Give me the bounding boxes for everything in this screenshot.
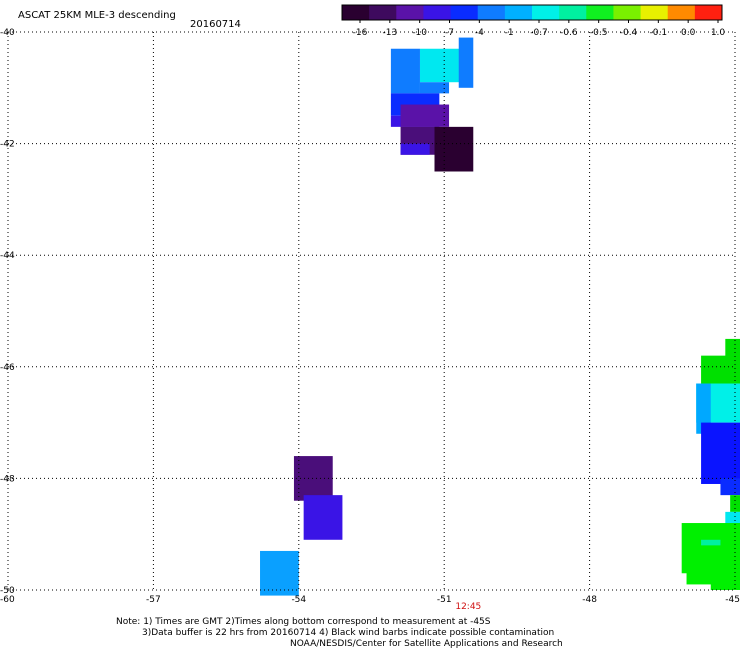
data-cell-15 (701, 422, 740, 484)
colorbar-label-9: -0.4 (620, 28, 638, 38)
colorbar-segment-10 (613, 5, 642, 20)
data-cell-1 (458, 37, 474, 88)
x-tick-label-5: -45 (725, 595, 740, 605)
colorbar-label-11: 0.0 (681, 28, 696, 38)
data-cell-2 (390, 48, 420, 94)
colorbar-segment-1 (369, 5, 397, 20)
colorbar-segment-7 (532, 5, 560, 20)
colorbar-segment-4 (450, 5, 479, 20)
y-tick-label-5: -50 (0, 586, 15, 596)
colorbar-label-8: -0.5 (590, 28, 608, 38)
footer-credit: NOAA/NESDIS/Center for Satellite Applica… (290, 639, 563, 649)
colorbar-segment-6 (504, 5, 533, 20)
x-tick-label-2: -54 (291, 595, 306, 605)
data-cell-21 (701, 539, 721, 546)
data-cell-23 (710, 578, 740, 590)
data-cell-8 (400, 143, 430, 155)
data-cell-24 (293, 456, 333, 501)
x-tick-label-1: -57 (146, 595, 161, 605)
colorbar-label-12: 1.0 (711, 28, 726, 38)
colorbar-segment-0 (342, 5, 370, 20)
colorbar-segment-5 (477, 5, 506, 20)
colorbar-segment-9 (586, 5, 614, 20)
data-cell-26 (260, 550, 299, 596)
y-tick-label-2: -44 (0, 251, 15, 261)
y-tick-label-0: -40 (0, 28, 15, 38)
data-cell-25 (303, 495, 343, 540)
chart-date: 20160714 (190, 19, 241, 30)
data-cell-20 (681, 523, 740, 574)
data-cell-6 (400, 104, 450, 127)
footer-note-line-1: Note: 1) Times are GMT 2)Times along bot… (116, 617, 491, 627)
colorbar-label-1: -13 (382, 28, 397, 38)
colorbar-label-2: -10 (412, 28, 427, 38)
x-tick-label-4: -48 (582, 595, 597, 605)
colorbar-segment-8 (559, 5, 587, 20)
colorbar-label-7: -0.6 (560, 28, 578, 38)
colorbar-segment-12 (667, 5, 696, 20)
colorbar-label-6: -0.7 (530, 28, 548, 38)
data-cell-14 (696, 383, 711, 434)
data-cell-3 (419, 82, 450, 94)
colorbar-segment-13 (694, 5, 723, 20)
colorbar-segment-11 (640, 5, 669, 20)
data-cell-17 (730, 495, 740, 512)
colorbar-segment-2 (396, 5, 424, 20)
colorbar-label-10: -0.1 (650, 28, 668, 38)
colorbar-label-3: -7 (445, 28, 454, 38)
chart-title: ASCAT 25KM MLE-3 descending (18, 10, 176, 21)
y-tick-label-1: -42 (0, 140, 15, 150)
y-tick-label-3: -46 (0, 363, 15, 373)
x-tick-label-3: -51 (437, 595, 452, 605)
data-cell-16 (720, 478, 740, 496)
colorbar-label-4: -4 (475, 28, 484, 38)
footer-note-line-2: 3)Data buffer is 22 hrs from 20160714 4)… (142, 628, 555, 638)
time-annotation-label: 12:45 (455, 602, 481, 612)
colorbar-label-5: -1 (505, 28, 514, 38)
y-tick-label-4: -48 (0, 474, 15, 484)
colorbar-frame (341, 4, 723, 21)
x-tick-label-0: -60 (0, 595, 15, 605)
data-cell-11 (701, 355, 740, 384)
colorbar-segment-3 (423, 5, 452, 20)
colorbar-label-0: -16 (353, 28, 368, 38)
data-cell-9 (434, 126, 474, 172)
